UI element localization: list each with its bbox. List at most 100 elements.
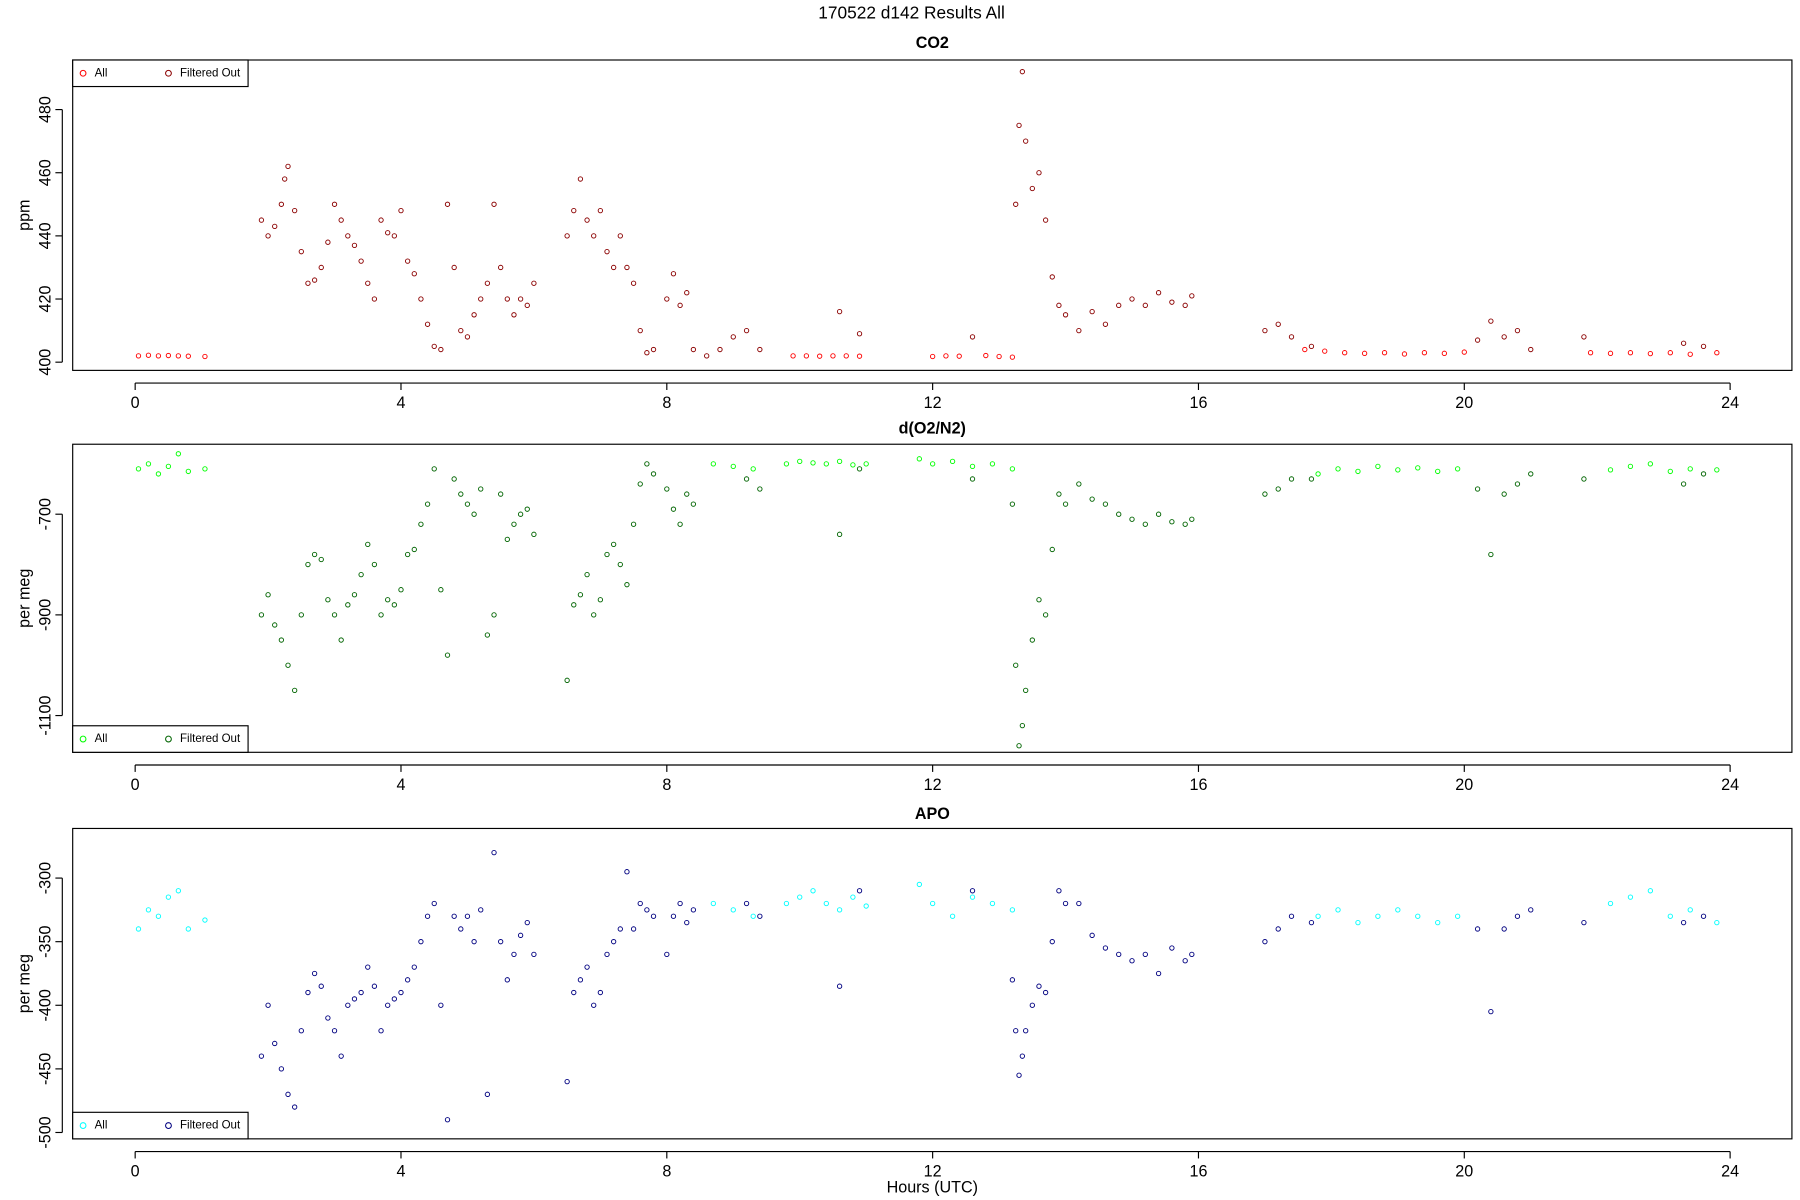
data-point xyxy=(996,353,1002,360)
data-point xyxy=(458,327,464,334)
x-tick-label: 12 xyxy=(924,776,942,794)
data-point xyxy=(1474,337,1481,343)
data-point xyxy=(1488,318,1494,324)
x-tick-label: 8 xyxy=(662,394,671,412)
data-point xyxy=(577,977,584,983)
data-point xyxy=(1667,468,1673,475)
data-point xyxy=(511,312,517,318)
data-point xyxy=(1019,1053,1026,1059)
data-point xyxy=(451,476,457,482)
data-point xyxy=(418,296,424,302)
data-point xyxy=(1488,551,1494,558)
y-tick-label: -500 xyxy=(36,1116,54,1148)
data-point xyxy=(498,939,504,945)
data-point xyxy=(464,334,471,340)
data-point xyxy=(1062,501,1069,507)
data-point xyxy=(730,907,736,913)
data-point xyxy=(524,919,530,926)
data-point xyxy=(577,592,584,598)
data-point xyxy=(836,458,843,465)
data-point xyxy=(305,561,311,568)
data-point xyxy=(850,462,856,468)
data-point xyxy=(1308,476,1315,482)
data-point xyxy=(624,869,630,875)
x-tick-label: 4 xyxy=(396,776,405,794)
data-point xyxy=(850,894,856,900)
data-point xyxy=(1142,951,1148,958)
data-point xyxy=(1355,468,1361,475)
data-point xyxy=(690,501,697,507)
x-tick-label: 16 xyxy=(1189,1163,1207,1181)
data-point xyxy=(145,907,152,913)
data-point xyxy=(1129,958,1135,964)
data-point xyxy=(690,346,697,353)
data-point xyxy=(424,501,431,507)
data-point xyxy=(1023,687,1029,694)
data-point xyxy=(517,932,524,938)
data-point xyxy=(863,903,869,909)
data-point xyxy=(444,652,451,658)
data-point xyxy=(1076,481,1082,487)
data-point xyxy=(1189,951,1195,958)
data-point xyxy=(531,531,537,537)
legend-box xyxy=(72,59,249,88)
legend-label: All xyxy=(95,67,108,79)
data-point xyxy=(391,996,397,1002)
data-point xyxy=(278,1066,285,1072)
data-point xyxy=(757,346,763,353)
data-point xyxy=(398,207,404,214)
data-point xyxy=(1016,122,1022,129)
data-point xyxy=(318,983,324,989)
data-point xyxy=(710,461,716,467)
data-point xyxy=(391,233,397,239)
data-point xyxy=(817,353,823,359)
data-point xyxy=(783,461,790,467)
data-point xyxy=(1155,970,1162,977)
data-point xyxy=(338,637,344,643)
data-point xyxy=(165,463,172,470)
data-point xyxy=(1461,349,1467,355)
y-tick-label: 480 xyxy=(36,96,54,123)
y-tick-label: -300 xyxy=(36,862,54,894)
data-point xyxy=(431,466,437,472)
data-point xyxy=(1169,945,1175,951)
x-tick-label: 16 xyxy=(1189,776,1207,794)
y-axis-label: per meg xyxy=(16,954,34,1013)
data-point xyxy=(1647,350,1654,357)
data-point xyxy=(1514,481,1521,487)
data-point xyxy=(1454,466,1461,472)
data-point xyxy=(451,264,457,271)
data-point xyxy=(949,913,956,919)
data-point xyxy=(1381,350,1388,356)
data-point xyxy=(1089,309,1095,315)
data-point xyxy=(1441,350,1448,356)
data-point xyxy=(797,894,803,900)
data-point xyxy=(385,230,391,236)
data-point xyxy=(292,1104,298,1110)
data-point xyxy=(1102,501,1109,507)
legend: All Filtered Out xyxy=(72,725,249,753)
legend-box xyxy=(72,725,249,753)
data-point xyxy=(371,296,378,302)
data-point xyxy=(1089,932,1095,938)
data-point xyxy=(1062,312,1069,318)
y-tick-label: 420 xyxy=(36,286,54,313)
data-point xyxy=(438,587,444,593)
data-point xyxy=(1019,69,1026,75)
data-point xyxy=(1262,491,1268,497)
data-point xyxy=(175,451,182,457)
data-point xyxy=(378,217,384,223)
data-point xyxy=(1700,343,1707,350)
data-point xyxy=(345,233,351,239)
data-point xyxy=(1454,913,1461,919)
data-point xyxy=(743,327,750,334)
data-point xyxy=(318,556,324,563)
data-point xyxy=(1627,463,1634,470)
y-tick-label: 460 xyxy=(36,159,54,186)
data-point xyxy=(265,233,271,239)
data-point xyxy=(916,456,923,462)
data-point xyxy=(1308,919,1315,926)
data-point xyxy=(577,176,584,182)
data-point xyxy=(836,531,843,537)
data-point xyxy=(185,468,191,475)
